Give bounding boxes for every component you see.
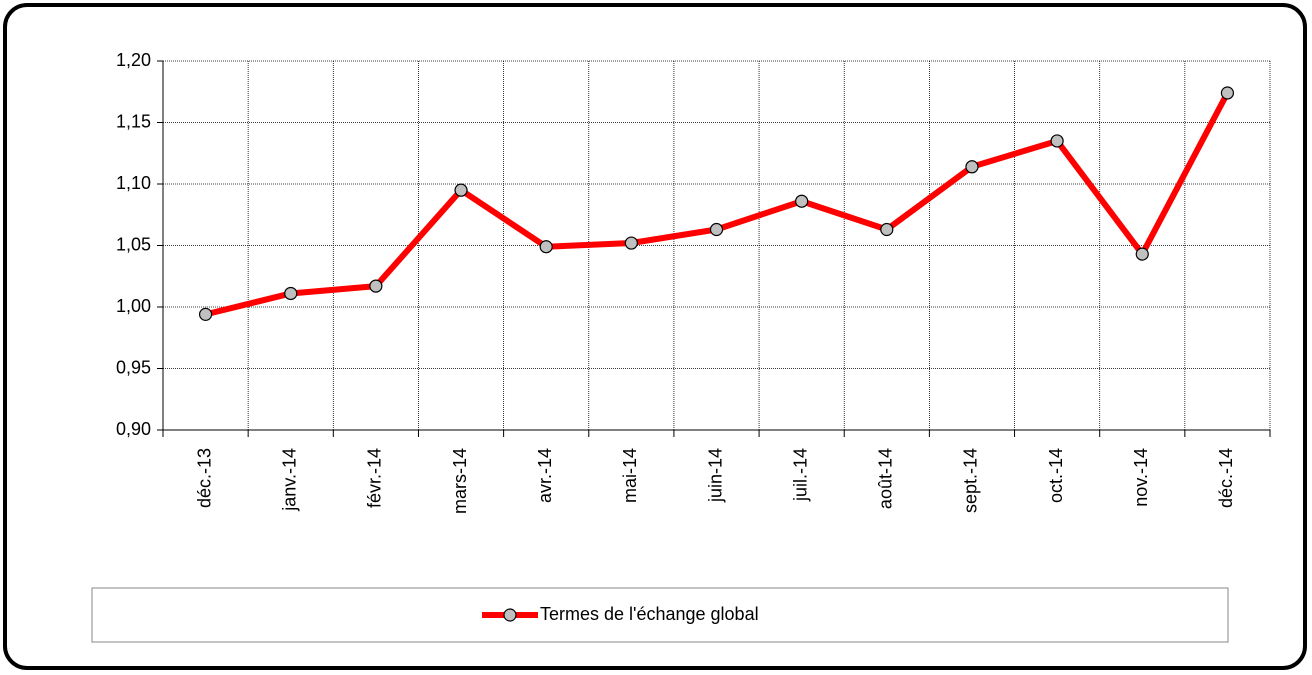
- legend-marker: [503, 608, 517, 622]
- x-tick-label: févr.-14: [365, 448, 385, 508]
- data-point: [709, 222, 724, 237]
- y-tick-label: 0,90: [116, 419, 151, 439]
- chart-frame: [3, 3, 1307, 670]
- data-point: [454, 183, 468, 197]
- data-point: [284, 286, 298, 301]
- legend-label: Termes de l'échange global: [540, 604, 759, 624]
- x-tick-label: nov.-14: [1131, 448, 1151, 507]
- legend-box: [91, 587, 1229, 643]
- data-point: [1220, 86, 1235, 100]
- x-tick-label: oct.-14: [1046, 448, 1066, 503]
- data-point: [1050, 134, 1064, 148]
- y-tick-label: 1,15: [116, 111, 151, 131]
- y-tick-label: 0,95: [116, 357, 151, 377]
- x-tick-label: avr.-14: [535, 448, 555, 503]
- data-point: [198, 307, 213, 321]
- data-point: [539, 240, 553, 254]
- x-tick-label: déc.-13: [194, 448, 214, 508]
- y-tick-label: 1,10: [116, 173, 151, 193]
- x-tick-label: janv.-14: [279, 448, 299, 512]
- x-tick-label: août-14: [876, 448, 896, 509]
- x-tick-label: sept.-14: [961, 448, 981, 513]
- x-tick-label: mai-14: [620, 448, 640, 503]
- y-tick-label: 1,00: [116, 296, 151, 316]
- data-point: [880, 222, 894, 237]
- data-point: [1135, 247, 1149, 261]
- data-point: [965, 160, 979, 174]
- x-tick-label: juil.-14: [790, 448, 810, 502]
- x-tick-label: juin-14: [705, 448, 725, 503]
- x-tick-label: mars-14: [450, 448, 470, 514]
- y-tick-label: 1,20: [116, 50, 151, 70]
- data-point: [795, 194, 809, 208]
- data-point: [624, 236, 638, 250]
- y-tick-label: 1,05: [116, 234, 151, 254]
- x-tick-label: déc.-14: [1216, 448, 1236, 508]
- data-point: [369, 279, 383, 293]
